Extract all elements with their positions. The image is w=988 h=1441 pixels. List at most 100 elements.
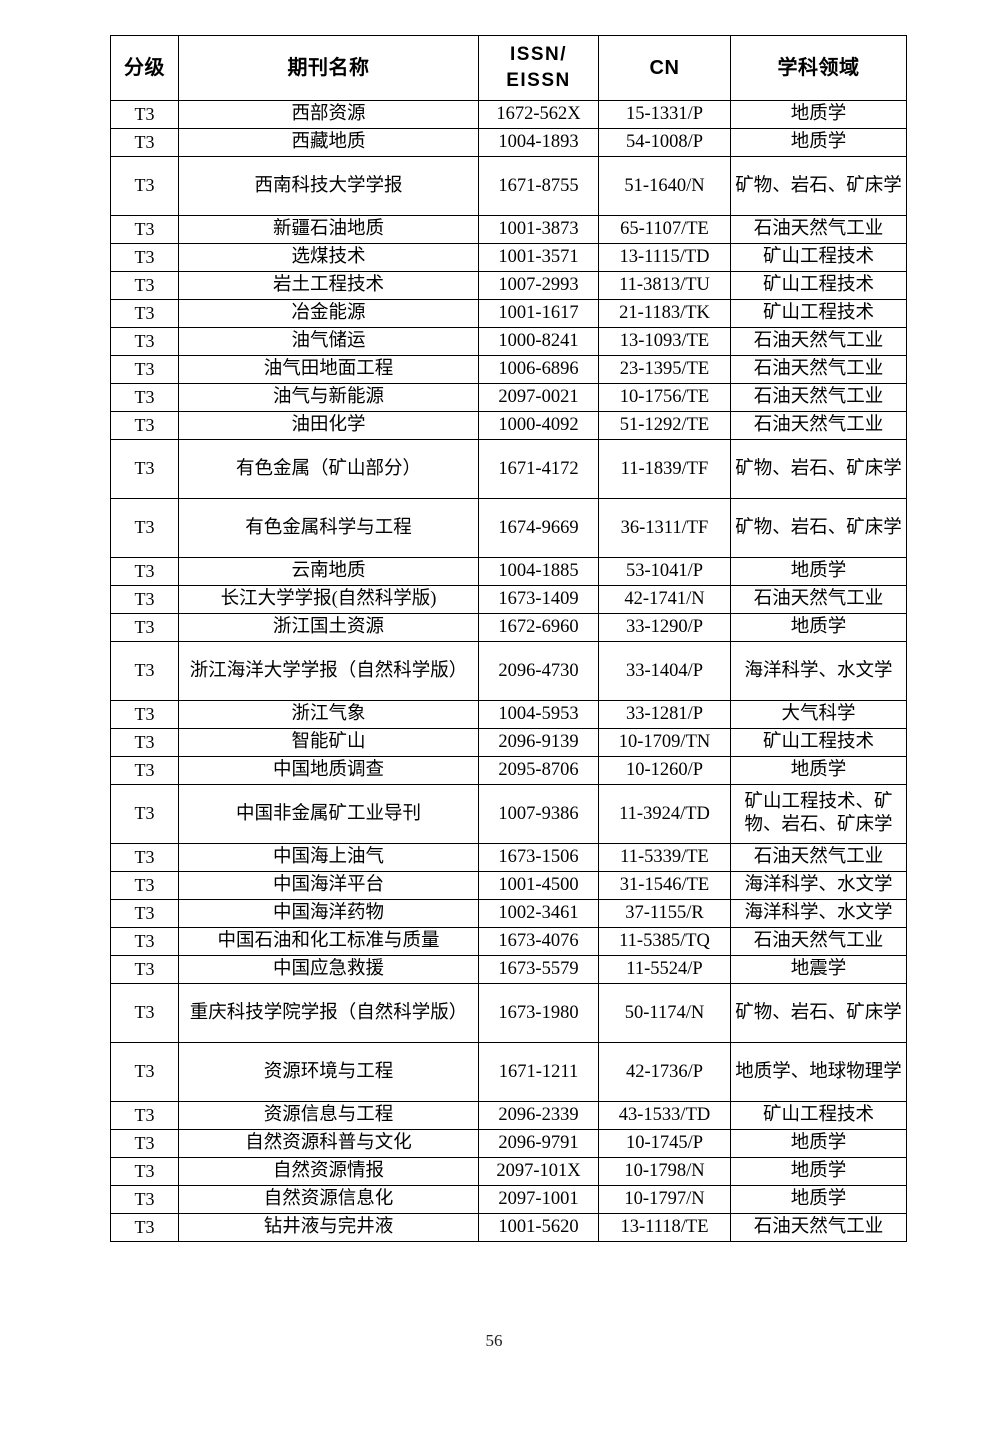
cell-subject: 大气科学 <box>730 700 907 729</box>
cell-issn: 1000-4092 <box>478 411 599 440</box>
cell-subject: 地质学 <box>730 1185 907 1214</box>
table-row: T3 岩土工程技术 1007-2993 11-3813/TU 矿山工程技术 <box>110 271 907 300</box>
cell-cn: 11-5339/TE <box>598 843 731 872</box>
cell-cn: 10-1798/N <box>598 1157 731 1186</box>
cell-issn: 1004-1885 <box>478 557 599 586</box>
cell-cn: 11-5385/TQ <box>598 927 731 956</box>
cell-issn: 1671-4172 <box>478 439 599 499</box>
cell-rank: T3 <box>110 1042 179 1102</box>
cell-subject: 石油天然气工业 <box>730 585 907 614</box>
cell-cn: 10-1797/N <box>598 1185 731 1214</box>
cell-rank: T3 <box>110 1101 179 1130</box>
cell-journal-name: 油田化学 <box>178 411 479 440</box>
cell-cn: 51-1292/TE <box>598 411 731 440</box>
table-row: T3 选煤技术 1001-3571 13-1115/TD 矿山工程技术 <box>110 243 907 272</box>
cell-rank: T3 <box>110 498 179 558</box>
cell-issn: 1001-3571 <box>478 243 599 272</box>
cell-rank: T3 <box>110 128 179 157</box>
table-row: T3 油气储运 1000-8241 13-1093/TE 石油天然气工业 <box>110 327 907 356</box>
cell-cn: 10-1260/P <box>598 756 731 785</box>
journal-table-container: 分级 期刊名称 ISSN/ EISSN CN 学科领域 T3 西部资源 1672-5… <box>110 35 907 1242</box>
cell-rank: T3 <box>110 383 179 412</box>
cell-subject: 矿山工程技术、矿物、岩石、矿床学 <box>730 784 907 844</box>
cell-issn: 1672-562X <box>478 100 599 129</box>
cell-journal-name: 油气储运 <box>178 327 479 356</box>
cell-rank: T3 <box>110 700 179 729</box>
cell-journal-name: 中国海洋药物 <box>178 899 479 928</box>
cell-rank: T3 <box>110 299 179 328</box>
cell-journal-name: 西南科技大学学报 <box>178 156 479 216</box>
cell-journal-name: 资源信息与工程 <box>178 1101 479 1130</box>
cell-rank: T3 <box>110 641 179 701</box>
cell-subject: 地质学 <box>730 1157 907 1186</box>
cell-rank: T3 <box>110 1185 179 1214</box>
cell-cn: 10-1745/P <box>598 1129 731 1158</box>
cell-cn: 33-1281/P <box>598 700 731 729</box>
cell-cn: 13-1115/TD <box>598 243 731 272</box>
cell-journal-name: 自然资源科普与文化 <box>178 1129 479 1158</box>
table-header: 分级 期刊名称 ISSN/ EISSN CN 学科领域 <box>110 35 907 101</box>
cell-journal-name: 西部资源 <box>178 100 479 129</box>
cell-subject: 地震学 <box>730 955 907 984</box>
cell-rank: T3 <box>110 100 179 129</box>
cell-subject: 海洋科学、水文学 <box>730 899 907 928</box>
cell-journal-name: 中国海上油气 <box>178 843 479 872</box>
cell-rank: T3 <box>110 411 179 440</box>
table-row: T3 中国石油和化工标准与质量 1673-4076 11-5385/TQ 石油天然气工业 <box>110 927 907 956</box>
table-row: T3 西部资源 1672-562X 15-1331/P 地质学 <box>110 100 907 129</box>
cell-issn: 2095-8706 <box>478 756 599 785</box>
cell-cn: 33-1290/P <box>598 613 731 642</box>
cell-subject: 矿物、岩石、矿床学 <box>730 439 907 499</box>
table-row: T3 长江大学学报(自然科学版) 1673-1409 42-1741/N 石油天然气工业 <box>110 585 907 614</box>
cell-issn: 1671-1211 <box>478 1042 599 1102</box>
table-row: T3 浙江气象 1004-5953 33-1281/P 大气科学 <box>110 700 907 729</box>
cell-subject: 矿山工程技术 <box>730 299 907 328</box>
cell-subject: 矿山工程技术 <box>730 243 907 272</box>
cell-journal-name: 中国海洋平台 <box>178 871 479 900</box>
cell-issn: 1002-3461 <box>478 899 599 928</box>
cell-rank: T3 <box>110 215 179 244</box>
cell-journal-name: 岩土工程技术 <box>178 271 479 300</box>
table-row: T3 有色金属科学与工程 1674-9669 36-1311/TF 矿物、岩石、矿床学 <box>110 498 907 558</box>
cell-subject: 地质学 <box>730 100 907 129</box>
cell-journal-name: 油气与新能源 <box>178 383 479 412</box>
table-row: T3 资源信息与工程 2096-2339 43-1533/TD 矿山工程技术 <box>110 1101 907 1130</box>
cell-cn: 11-5524/P <box>598 955 731 984</box>
column-header-journal-name: 期刊名称 <box>178 35 479 101</box>
cell-cn: 15-1331/P <box>598 100 731 129</box>
table-row: T3 冶金能源 1001-1617 21-1183/TK 矿山工程技术 <box>110 299 907 328</box>
cell-rank: T3 <box>110 756 179 785</box>
cell-rank: T3 <box>110 927 179 956</box>
cell-issn: 1001-5620 <box>478 1213 599 1242</box>
cell-issn: 1004-5953 <box>478 700 599 729</box>
cell-subject: 矿山工程技术 <box>730 728 907 757</box>
cell-subject: 石油天然气工业 <box>730 327 907 356</box>
cell-journal-name: 中国应急救援 <box>178 955 479 984</box>
cell-subject: 石油天然气工业 <box>730 355 907 384</box>
table-row: T3 中国应急救援 1673-5579 11-5524/P 地震学 <box>110 955 907 984</box>
cell-journal-name: 冶金能源 <box>178 299 479 328</box>
cell-issn: 1673-1980 <box>478 983 599 1043</box>
table-row: T3 西藏地质 1004-1893 54-1008/P 地质学 <box>110 128 907 157</box>
table-row: T3 智能矿山 2096-9139 10-1709/TN 矿山工程技术 <box>110 728 907 757</box>
cell-cn: 10-1709/TN <box>598 728 731 757</box>
cell-cn: 54-1008/P <box>598 128 731 157</box>
cell-rank: T3 <box>110 728 179 757</box>
table-row: T3 中国非金属矿工业导刊 1007-9386 11-3924/TD 矿山工程技术、矿物… <box>110 784 907 844</box>
cell-subject: 矿山工程技术 <box>730 271 907 300</box>
cell-subject: 地质学、地球物理学 <box>730 1042 907 1102</box>
cell-rank: T3 <box>110 899 179 928</box>
cell-journal-name: 长江大学学报(自然科学版) <box>178 585 479 614</box>
table-row: T3 浙江国土资源 1672-6960 33-1290/P 地质学 <box>110 613 907 642</box>
cell-issn: 1004-1893 <box>478 128 599 157</box>
cell-issn: 1673-4076 <box>478 927 599 956</box>
cell-cn: 13-1118/TE <box>598 1213 731 1242</box>
cell-issn: 1674-9669 <box>478 498 599 558</box>
cell-issn: 1001-4500 <box>478 871 599 900</box>
cell-issn: 2096-9791 <box>478 1129 599 1158</box>
cell-cn: 11-3924/TD <box>598 784 731 844</box>
table-row: T3 新疆石油地质 1001-3873 65-1107/TE 石油天然气工业 <box>110 215 907 244</box>
table-row: T3 有色金属（矿山部分） 1671-4172 11-1839/TF 矿物、岩石、矿床学 <box>110 439 907 499</box>
cell-issn: 1006-6896 <box>478 355 599 384</box>
